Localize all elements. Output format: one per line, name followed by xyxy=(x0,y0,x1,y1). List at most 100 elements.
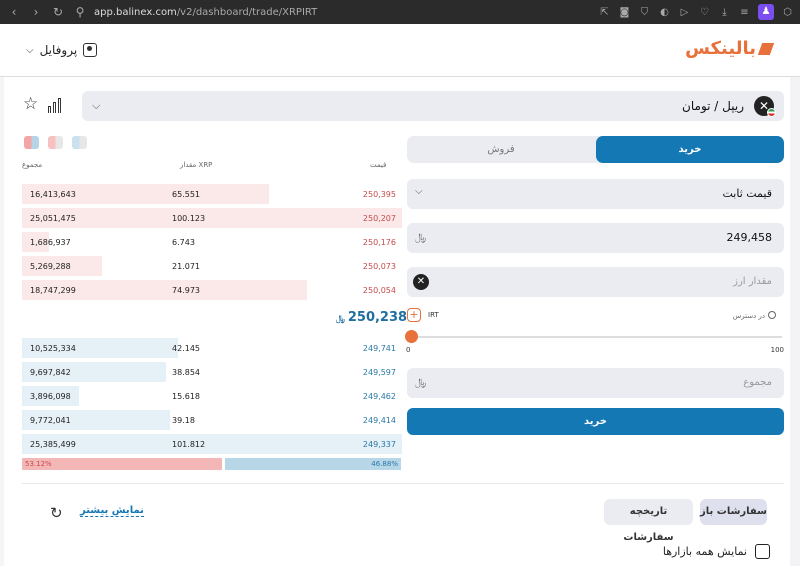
show-all-checkbox[interactable] xyxy=(755,544,770,559)
amount-slider[interactable] xyxy=(410,336,782,338)
play-icon[interactable]: ▷ xyxy=(680,6,689,18)
ask-total: 25,051,475 xyxy=(30,214,76,223)
tab-buy[interactable]: خرید xyxy=(596,136,784,163)
address-bar[interactable]: app.balinex.com/v2/dashboard/trade/XRPIR… xyxy=(94,7,598,18)
bid-row[interactable]: 10,525,334 42.145 249,741 xyxy=(22,338,402,358)
chevron-down-icon: ⌵ xyxy=(26,44,34,56)
bid-depth-bar xyxy=(22,386,79,406)
profile-label: پروفایل xyxy=(39,43,78,57)
extensions-icon[interactable]: ⬡ xyxy=(783,6,792,18)
order-type-select[interactable]: ⌵ قیمت ثابت xyxy=(407,179,784,209)
star-icon[interactable]: ☆ xyxy=(23,94,39,114)
available-label: در دسترس xyxy=(732,312,765,320)
layout-bids-icon[interactable] xyxy=(72,136,87,149)
url-host: app.balinex.com xyxy=(94,6,177,18)
chevron-down-icon: ⌵ xyxy=(415,186,423,197)
layout-both-icon[interactable] xyxy=(24,136,39,149)
tab-order-history[interactable]: تاریخچه سفارشات xyxy=(604,499,693,543)
chevron-down-icon: ⌵ xyxy=(92,99,101,112)
ask-depth-bar xyxy=(22,232,49,252)
ask-price: 250,395 xyxy=(362,190,396,199)
refresh-icon[interactable]: ↻ xyxy=(50,504,63,522)
show-all-markets-toggle[interactable]: نمایش همه بازارها xyxy=(663,544,770,559)
bid-total: 3,896,098 xyxy=(30,392,71,401)
download-icon[interactable]: ⤓ xyxy=(722,6,727,18)
bid-price: 249,741 xyxy=(362,344,396,353)
ask-row[interactable]: 5,269,288 21.071 250,073 xyxy=(22,256,402,276)
plus-icon[interactable]: + xyxy=(407,308,421,322)
bid-depth-bar xyxy=(22,338,178,358)
show-more-link[interactable]: نمایش بیشتر xyxy=(80,505,144,517)
slider-handle[interactable] xyxy=(405,330,418,343)
ask-total: 16,413,643 xyxy=(30,190,76,199)
browser-toolbar: ‹ › ↻ ⚲ app.balinex.com/v2/dashboard/tra… xyxy=(0,0,800,24)
ask-amount: 65.551 xyxy=(172,190,200,199)
chart-icon[interactable] xyxy=(48,97,64,113)
refresh-balance-icon[interactable] xyxy=(768,311,776,319)
menu-icon[interactable]: ≡ xyxy=(740,6,749,18)
site-info-icon[interactable]: ⚲ xyxy=(75,5,85,19)
bid-row[interactable]: 9,772,041 39.18 249,414 xyxy=(22,410,402,430)
available-balance: در دسترس xyxy=(733,311,776,320)
market-name: ریپل / تومان xyxy=(682,99,744,113)
orderbook-layout-switcher xyxy=(24,136,87,149)
ask-row[interactable]: 25,051,475 100.123 250,207 xyxy=(22,208,402,228)
bid-total: 10,525,334 xyxy=(30,344,76,353)
ask-row[interactable]: 18,747,299 74.973 250,054 xyxy=(22,280,402,300)
price-input[interactable]: ﷼ 249,458 xyxy=(407,223,784,253)
total-input[interactable]: ﷼ مجموع xyxy=(407,368,784,398)
layout-asks-icon[interactable] xyxy=(48,136,63,149)
slider-min: 0 xyxy=(406,346,411,354)
total-placeholder: مجموع xyxy=(743,377,772,388)
buy-ratio: 46.88% xyxy=(225,458,401,470)
header-divider xyxy=(0,76,800,77)
trade-side-tabs: فروش خرید xyxy=(407,136,784,163)
bid-amount: 101.812 xyxy=(172,440,206,449)
currency-label: IRT xyxy=(428,311,439,319)
vpn-icon[interactable]: ◐ xyxy=(660,6,669,18)
bid-amount: 15.618 xyxy=(172,392,200,401)
last-price-value: 250,238 xyxy=(347,310,408,325)
order-type-value: قیمت ثابت xyxy=(722,187,772,200)
tab-open-orders[interactable]: سفارشات باز xyxy=(700,499,767,525)
bid-row[interactable]: 3,896,098 15.618 249,462 xyxy=(22,386,402,406)
ask-price: 250,207 xyxy=(362,214,396,223)
logo[interactable]: بالینکس xyxy=(685,38,775,59)
toman-icon: ﷼ xyxy=(336,314,345,323)
sell-ratio: 53.12% xyxy=(22,458,222,470)
header-total: مجموع xyxy=(22,161,43,169)
ask-price: 250,073 xyxy=(362,262,396,271)
scrollbar[interactable] xyxy=(790,77,800,566)
ask-depth-bar xyxy=(22,256,102,276)
amount-input[interactable]: ✕ مقدار ارز xyxy=(407,267,784,297)
tab-sell[interactable]: فروش xyxy=(487,144,515,155)
trade-page: ⌵ پروفایل بالینکس ☆ ⌵ ریپل / تومان ✕ مجم… xyxy=(0,24,800,566)
bid-row[interactable]: 9,697,842 38.854 249,597 xyxy=(22,362,402,382)
close-icon[interactable]: ✕ xyxy=(413,274,429,290)
ask-depth-bar xyxy=(22,184,269,204)
price-value: 249,458 xyxy=(726,231,773,244)
shield-icon[interactable]: ⛉ xyxy=(640,6,649,18)
profile-menu[interactable]: ⌵ پروفایل xyxy=(26,43,98,57)
ask-amount: 74.973 xyxy=(172,286,200,295)
bid-amount: 42.145 xyxy=(172,344,200,353)
heart-icon[interactable]: ♡ xyxy=(700,6,709,18)
bid-row[interactable]: 25,385,499 101.812 249,337 xyxy=(22,434,402,454)
forward-icon[interactable]: › xyxy=(33,5,39,19)
profile-icon[interactable]: ♟ xyxy=(758,4,774,20)
back-icon[interactable]: ‹ xyxy=(11,5,17,19)
slider-max: 100 xyxy=(770,346,784,354)
ask-row[interactable]: 16,413,643 65.551 250,395 xyxy=(22,184,402,204)
bid-total: 9,772,041 xyxy=(30,416,71,425)
left-gutter xyxy=(0,77,4,566)
ask-total: 5,269,288 xyxy=(30,262,71,271)
share-icon[interactable]: ⇱ xyxy=(600,6,609,18)
ask-total: 18,747,299 xyxy=(30,286,76,295)
user-icon xyxy=(83,43,98,57)
buy-button[interactable]: خرید xyxy=(407,408,784,435)
ask-depth-bar xyxy=(22,280,307,300)
camera-icon[interactable]: ◙ xyxy=(619,6,630,18)
market-selector[interactable]: ⌵ ریپل / تومان ✕ xyxy=(82,91,784,121)
ask-row[interactable]: 1,686,937 6.743 250,176 xyxy=(22,232,402,252)
reload-icon[interactable]: ↻ xyxy=(52,5,64,19)
